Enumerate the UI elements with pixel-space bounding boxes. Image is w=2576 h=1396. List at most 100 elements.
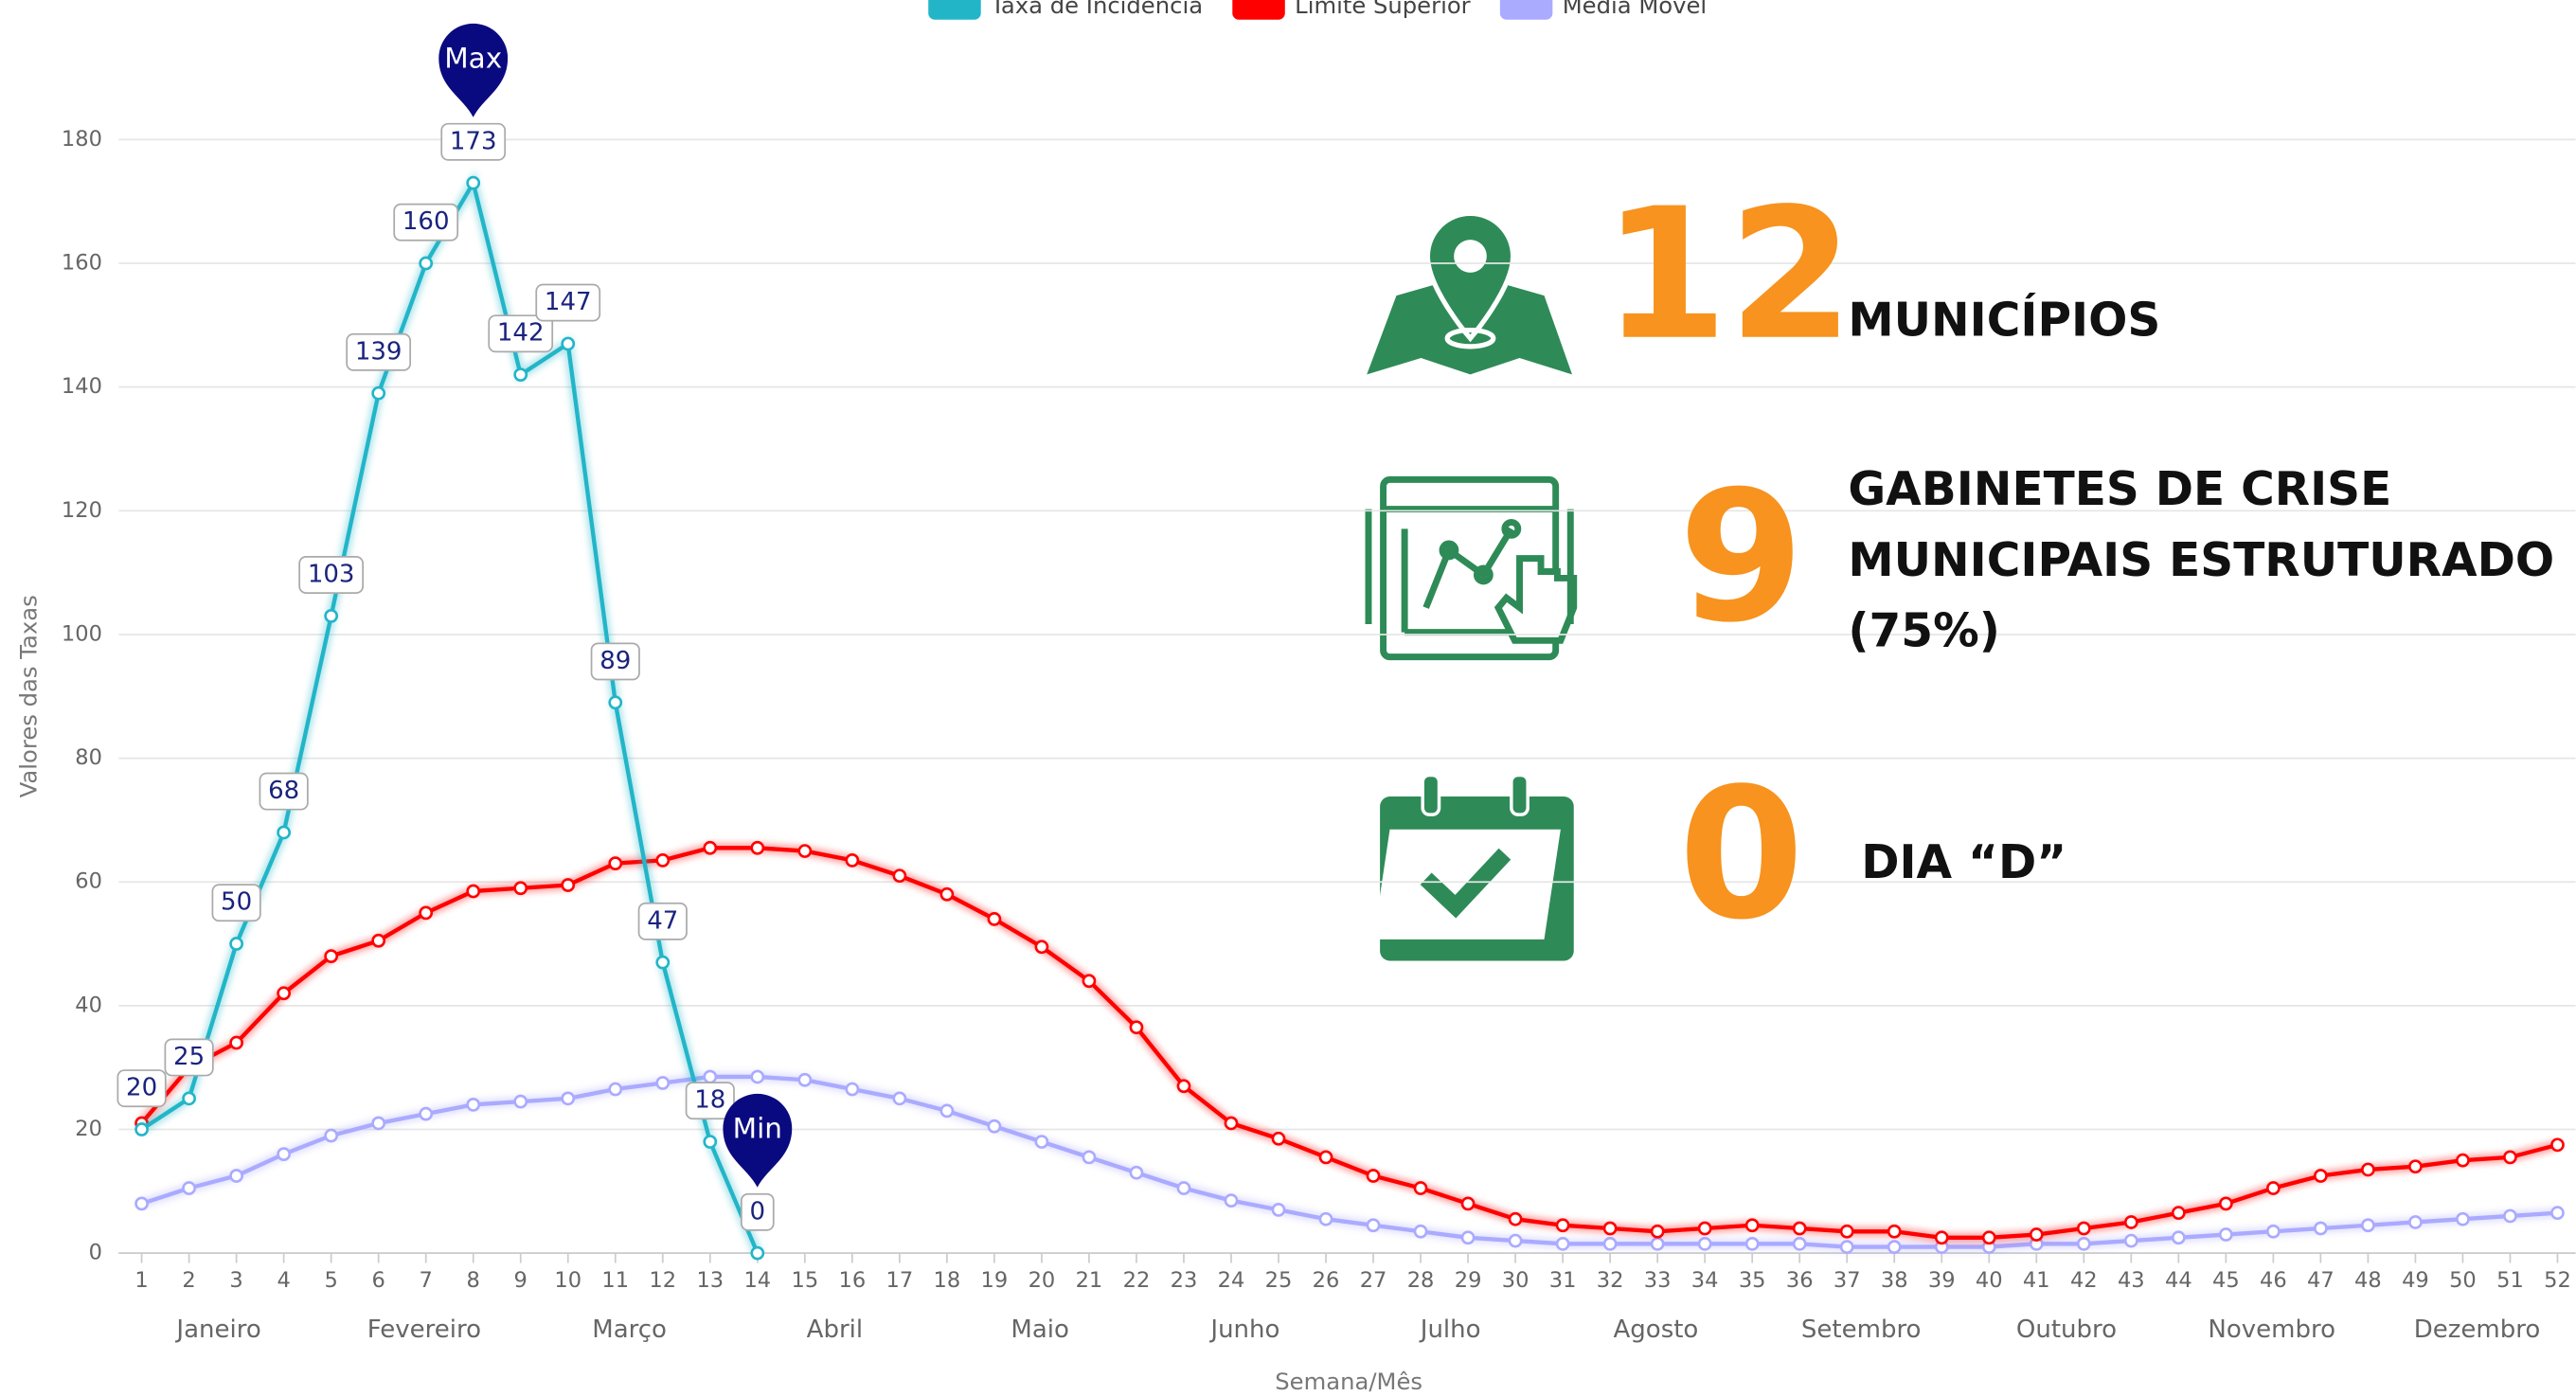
point xyxy=(371,1116,386,1131)
y-tick-label: 100 xyxy=(62,621,102,646)
x-tick-label: 3 xyxy=(229,1268,242,1293)
point xyxy=(1602,1221,1618,1236)
point xyxy=(1129,1020,1144,1035)
data-label-box xyxy=(685,1082,735,1120)
month-label: Abril xyxy=(807,1315,863,1344)
point xyxy=(2218,1227,2233,1242)
data-label: 25 xyxy=(164,1038,214,1077)
point xyxy=(655,955,671,970)
stat-label: MUNICÍPIOS xyxy=(1848,294,2160,348)
point xyxy=(2408,1159,2423,1174)
series-glow xyxy=(137,843,2559,1244)
point xyxy=(1176,1079,1191,1094)
x-tick-label: 17 xyxy=(886,1268,914,1293)
point xyxy=(703,840,718,855)
point xyxy=(2361,1218,2375,1233)
month-label: Maio xyxy=(1011,1315,1069,1344)
point xyxy=(277,1147,292,1161)
point xyxy=(655,852,671,868)
y-tick-label: 20 xyxy=(75,1117,102,1141)
point xyxy=(750,1245,765,1261)
point xyxy=(2550,1137,2565,1153)
point xyxy=(892,868,907,884)
point xyxy=(561,878,576,892)
point xyxy=(1839,1240,1854,1254)
dashboard-icon xyxy=(1365,475,1578,661)
x-tick-label: 18 xyxy=(934,1268,961,1293)
x-tick-label: 10 xyxy=(554,1268,581,1293)
y-tick-label: 40 xyxy=(75,993,102,1017)
point xyxy=(2265,1224,2281,1239)
data-label: 142 xyxy=(488,314,554,353)
x-tick-label: 36 xyxy=(1786,1268,1814,1293)
point xyxy=(513,367,528,382)
x-tick-label: 7 xyxy=(420,1268,433,1293)
point xyxy=(561,1091,576,1106)
point xyxy=(229,1169,243,1183)
month-label: Janeiro xyxy=(174,1315,260,1344)
x-tick-label: 51 xyxy=(2496,1268,2524,1293)
x-tick-label: 43 xyxy=(2118,1268,2145,1293)
point xyxy=(987,1119,1002,1134)
point xyxy=(1792,1221,1807,1236)
data-label: 68 xyxy=(259,772,309,811)
point xyxy=(2076,1236,2091,1251)
point xyxy=(608,695,623,710)
month-label: Setembro xyxy=(1801,1315,1922,1344)
point xyxy=(750,1069,765,1084)
annotation-text: Max xyxy=(444,43,502,75)
point xyxy=(1034,940,1049,955)
data-label-text: 139 xyxy=(355,337,402,366)
point xyxy=(1460,1230,1476,1245)
point xyxy=(1744,1236,1760,1251)
stat-value: 9 xyxy=(1678,452,1804,662)
data-label: 20 xyxy=(116,1069,167,1108)
point xyxy=(1034,1135,1049,1149)
legend-swatch xyxy=(1499,0,1553,20)
x-tick-label: 13 xyxy=(696,1268,724,1293)
data-label-text: 47 xyxy=(647,906,678,935)
data-label: 147 xyxy=(535,283,601,322)
point xyxy=(182,1091,196,1106)
x-tick-label: 37 xyxy=(1834,1268,1861,1293)
x-tick-label: 6 xyxy=(372,1268,385,1293)
month-label: Março xyxy=(592,1315,667,1344)
y-tick-label: 140 xyxy=(62,374,102,399)
point xyxy=(2123,1215,2138,1229)
point xyxy=(1366,1218,1381,1233)
point xyxy=(277,986,292,1001)
x-tick-label: 39 xyxy=(1928,1268,1956,1293)
x-tick-label: 29 xyxy=(1455,1268,1482,1293)
point xyxy=(229,1035,243,1050)
x-tick-label: 44 xyxy=(2165,1268,2192,1293)
x-tick-label: 38 xyxy=(1881,1268,1908,1293)
x-tick-label: 25 xyxy=(1265,1268,1293,1293)
x-tick-label: 35 xyxy=(1739,1268,1766,1293)
point xyxy=(1887,1240,1902,1254)
point xyxy=(1129,1165,1144,1180)
data-label-text: 50 xyxy=(221,888,252,917)
month-label: Novembro xyxy=(2208,1315,2335,1344)
data-label: 47 xyxy=(637,902,688,940)
point xyxy=(1082,1150,1097,1165)
point xyxy=(134,1196,149,1211)
legend-swatch xyxy=(928,0,981,20)
legend-label: Taxa de Incidência xyxy=(990,0,1203,19)
x-tick-label: 8 xyxy=(467,1268,480,1293)
infographic-icons xyxy=(1365,210,1578,961)
x-tick-label: 15 xyxy=(791,1268,818,1293)
x-tick-label: 5 xyxy=(324,1268,337,1293)
x-tick-label: 14 xyxy=(743,1268,771,1293)
data-label-box xyxy=(346,332,412,371)
data-label-box xyxy=(440,122,507,161)
point xyxy=(1224,1193,1239,1208)
series-line xyxy=(140,177,760,1254)
data-label: 173 xyxy=(440,122,507,161)
point xyxy=(1508,1211,1523,1226)
point xyxy=(419,1106,434,1121)
data-label-text: 142 xyxy=(497,319,545,348)
x-tick-label: 33 xyxy=(1644,1268,1672,1293)
data-label: 139 xyxy=(346,332,412,371)
x-tick-label: 48 xyxy=(2354,1268,2382,1293)
point xyxy=(797,844,813,858)
